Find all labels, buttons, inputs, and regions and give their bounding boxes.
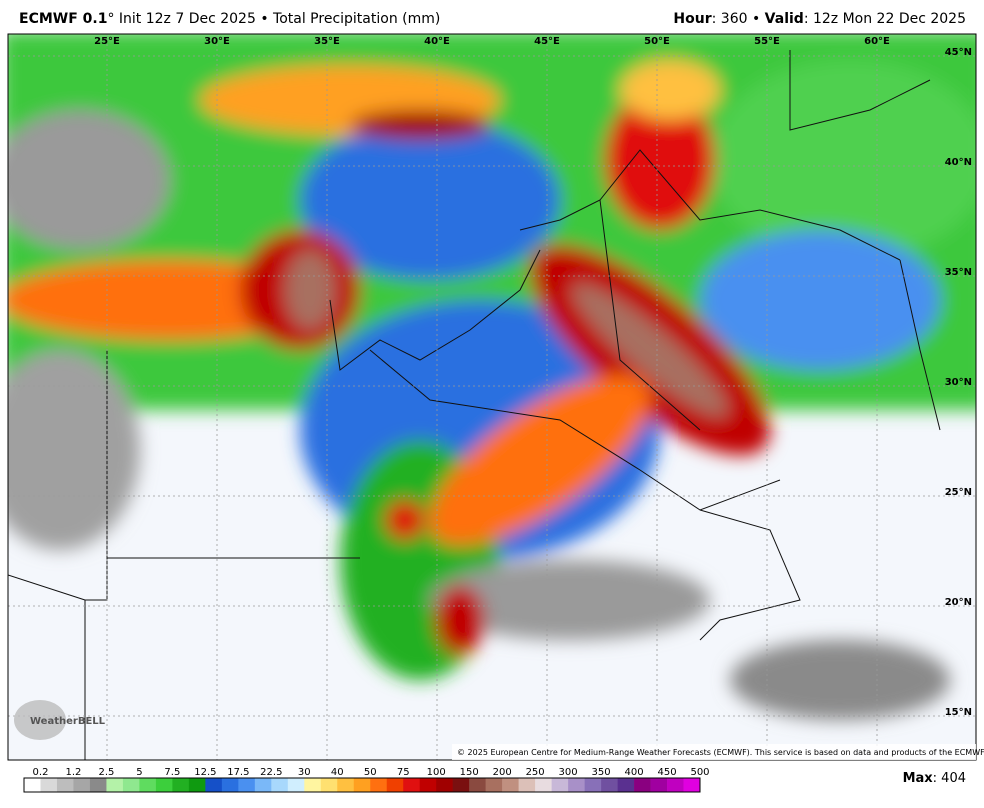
colorbar-swatch [617,778,635,792]
colorbar-label: 500 [690,767,709,778]
valid-label: Valid [764,11,804,27]
colorbar-label: 350 [592,767,611,778]
colorbar-swatch [667,778,684,792]
colorbar-swatch [485,778,503,792]
colorbar-swatch [584,778,602,792]
colorbar-label: 22.5 [260,767,282,778]
colorbar-swatch [221,778,239,792]
lon-label: 55°E [754,36,780,47]
valid: Hour: 360 • Valid: 12z Mon 22 Dec 2025 [673,11,966,27]
colorbar-swatch [122,778,140,792]
colorbar-label: 12.5 [194,767,216,778]
colorbar-swatch [287,778,305,792]
colorbar-swatch [139,778,157,792]
colorbar-label: 0.2 [33,767,49,778]
colorbar-swatch [452,778,470,792]
colorbar-swatch [601,778,618,792]
lon-label: 60°E [864,36,890,47]
colorbar-label: 100 [427,767,446,778]
colorbar-label: 200 [493,767,512,778]
logo-icon [14,700,66,740]
colorbar-label: 40 [331,767,344,778]
colorbar-label: 1.2 [66,767,82,778]
lon-label: 40°E [424,36,450,47]
colorbar-swatch [568,778,585,792]
colorbar-swatch [205,778,223,792]
colorbar-swatch [320,778,338,792]
run: ° Init 12z 7 Dec 2025 • Total Precipitat… [107,11,441,27]
colorbar-swatch [403,778,421,792]
lat-label: 20°N [945,597,972,608]
colorbar-label: 150 [460,767,479,778]
colorbar-swatch [634,778,651,792]
colorbar-swatch [24,778,41,792]
copyright: © 2025 European Centre for Medium-Range … [457,748,984,757]
lat-label: 30°N [945,377,972,388]
colorbar-swatch [650,778,668,792]
lat-label: 40°N [945,157,972,168]
max-value: : 404 [932,771,966,786]
colorbar-swatch [238,778,256,792]
colorbar-swatch [386,778,404,792]
colorbar-swatch [73,778,91,792]
lon-label: 30°E [204,36,230,47]
colorbar-swatch [89,778,107,792]
model: ECMWF 0.1 [19,11,108,27]
logo: WeatherBELL [30,716,106,727]
colorbar-label: 7.5 [164,767,180,778]
colorbar-swatch [56,778,74,792]
precip-field [8,34,976,720]
lon-label: 50°E [644,36,670,47]
graticule: 25°E 30°E 35°E 40°E 45°E 50°E 55°E 60°E 45°N 40°N… [8,34,976,760]
colorbar-swatch [436,778,453,792]
colorbar-swatch [188,778,206,792]
colorbar-label: 30 [298,767,311,778]
hour-label: Hour [673,11,712,27]
colorbar-swatch [353,778,371,792]
colorbar-swatch [469,778,486,792]
lon-label: 35°E [314,36,340,47]
colorbar-label: 5 [136,767,142,778]
colorbar-label: 300 [559,767,578,778]
colorbar-frame [23,777,701,793]
lat-label: 45°N [945,47,972,58]
colorbar-swatch [551,778,569,792]
lon-label: 25°E [94,36,120,47]
colorbar-swatch [370,778,388,792]
colorbar-label: 2.5 [98,767,114,778]
lat-label: 15°N [945,707,972,718]
header: ECMWF 0.1° Init 12z 7 Dec 2025 • Total P… [0,0,984,34]
colorbar-swatch [271,778,289,792]
colorbar-swatch [337,778,355,792]
hour-value: : 360 • [711,11,765,27]
colorbar-label: 450 [657,767,676,778]
colorbar-swatch [155,778,173,792]
max-label: Max [902,771,933,786]
title: ECMWF 0.1° Init 12z 7 Dec 2025 • Total P… [19,11,440,27]
colorbar-swatch [106,778,124,792]
colorbar-swatch [254,778,272,792]
colorbar-swatch [40,778,58,792]
colorbar-swatch [172,778,190,792]
colorbar-label: 400 [625,767,644,778]
colorbar-swatch [683,778,701,792]
lat-label: 35°N [945,267,972,278]
colorbar-swatch [518,778,536,792]
max: Max: 404 [903,771,966,786]
colorbar-label: 250 [526,767,545,778]
colorbar-swatch [419,778,437,792]
colorbar-swatch [502,778,519,792]
lat-label: 25°N [945,487,972,498]
lon-label: 45°E [534,36,560,47]
colorbar-swatch [304,778,322,792]
copyright-bg [452,744,976,760]
colorbar-label: 75 [397,767,410,778]
colorbar-swatch [535,778,552,792]
colorbar-label: 17.5 [227,767,249,778]
valid-value: : 12z Mon 22 Dec 2025 [803,11,966,27]
colorbar: 0.2 1.2 2.5 5 7.5 12.5 17.5 22.5 30 40 50 75 100 150 2… [23,767,710,793]
colorbar-label: 50 [364,767,377,778]
